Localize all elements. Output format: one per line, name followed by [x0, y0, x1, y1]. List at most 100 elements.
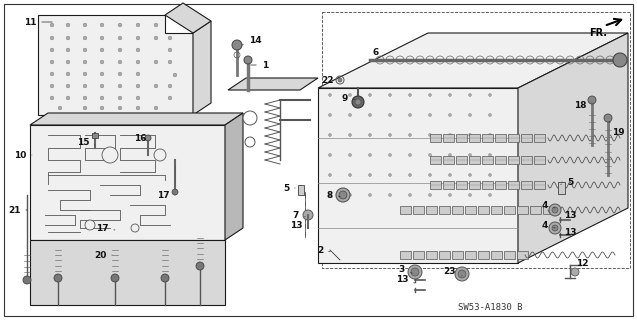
Circle shape [604, 114, 612, 122]
Circle shape [118, 60, 122, 64]
Circle shape [448, 173, 452, 177]
Circle shape [50, 60, 54, 64]
Circle shape [429, 194, 431, 196]
Circle shape [154, 149, 166, 161]
Text: 13: 13 [290, 220, 308, 229]
Circle shape [173, 73, 177, 77]
Circle shape [458, 270, 466, 278]
Circle shape [389, 173, 392, 177]
Circle shape [118, 106, 122, 110]
Circle shape [411, 268, 419, 276]
Circle shape [66, 84, 70, 88]
Circle shape [100, 84, 104, 88]
Text: FR.: FR. [589, 28, 607, 38]
Circle shape [329, 194, 331, 196]
Text: 10: 10 [14, 150, 32, 159]
Bar [478, 206, 489, 214]
Bar [534, 134, 545, 142]
Circle shape [429, 133, 431, 137]
Bar [456, 156, 467, 164]
Bar [517, 206, 528, 214]
Circle shape [329, 154, 331, 156]
Text: 15: 15 [76, 138, 95, 147]
Circle shape [613, 53, 627, 67]
Circle shape [136, 23, 140, 27]
Bar [508, 181, 519, 189]
Bar [439, 251, 450, 259]
Circle shape [145, 135, 151, 141]
Circle shape [136, 36, 140, 40]
Circle shape [368, 133, 371, 137]
Text: 8: 8 [327, 190, 340, 199]
Circle shape [154, 60, 158, 64]
Circle shape [368, 194, 371, 196]
Text: 13: 13 [396, 276, 415, 284]
Circle shape [168, 36, 172, 40]
Circle shape [389, 154, 392, 156]
Circle shape [489, 154, 492, 156]
Circle shape [408, 133, 412, 137]
Circle shape [552, 207, 558, 213]
Bar [534, 156, 545, 164]
Circle shape [118, 72, 122, 76]
Circle shape [348, 93, 352, 97]
Circle shape [408, 265, 422, 279]
Bar [452, 206, 463, 214]
Polygon shape [193, 21, 211, 115]
Text: 21: 21 [8, 205, 27, 214]
Bar [482, 134, 493, 142]
Bar [521, 156, 532, 164]
Bar [400, 206, 411, 214]
Bar [491, 206, 502, 214]
Circle shape [50, 84, 54, 88]
Text: 19: 19 [610, 122, 624, 137]
Circle shape [83, 106, 87, 110]
Circle shape [448, 194, 452, 196]
Bar [465, 206, 476, 214]
Circle shape [448, 133, 452, 137]
Circle shape [389, 194, 392, 196]
Bar [439, 206, 450, 214]
Bar [508, 134, 519, 142]
Circle shape [58, 106, 62, 110]
Circle shape [329, 133, 331, 137]
Circle shape [489, 173, 492, 177]
Circle shape [549, 222, 561, 234]
Circle shape [168, 84, 172, 88]
Circle shape [100, 60, 104, 64]
Circle shape [389, 93, 392, 97]
Text: 13: 13 [560, 211, 576, 220]
Text: 6: 6 [373, 47, 385, 57]
Circle shape [368, 173, 371, 177]
Bar [543, 206, 554, 214]
Bar [482, 181, 493, 189]
Circle shape [154, 23, 158, 27]
Bar [482, 156, 493, 164]
Circle shape [83, 60, 87, 64]
Circle shape [348, 133, 352, 137]
Bar [478, 251, 489, 259]
Circle shape [100, 96, 104, 100]
Circle shape [131, 224, 139, 232]
Circle shape [245, 137, 255, 147]
Bar [558, 182, 565, 194]
Circle shape [118, 84, 122, 88]
Polygon shape [318, 33, 628, 88]
Bar [456, 181, 467, 189]
Text: 11: 11 [24, 18, 52, 27]
Circle shape [66, 36, 70, 40]
Circle shape [83, 23, 87, 27]
Text: 14: 14 [242, 36, 261, 45]
Circle shape [348, 173, 352, 177]
Bar [443, 181, 454, 189]
Bar [495, 156, 506, 164]
Circle shape [136, 60, 140, 64]
Circle shape [303, 210, 313, 220]
Circle shape [136, 106, 140, 110]
Circle shape [83, 96, 87, 100]
Circle shape [168, 48, 172, 52]
Bar [413, 251, 424, 259]
Circle shape [368, 93, 371, 97]
Bar [491, 251, 502, 259]
Bar [413, 206, 424, 214]
